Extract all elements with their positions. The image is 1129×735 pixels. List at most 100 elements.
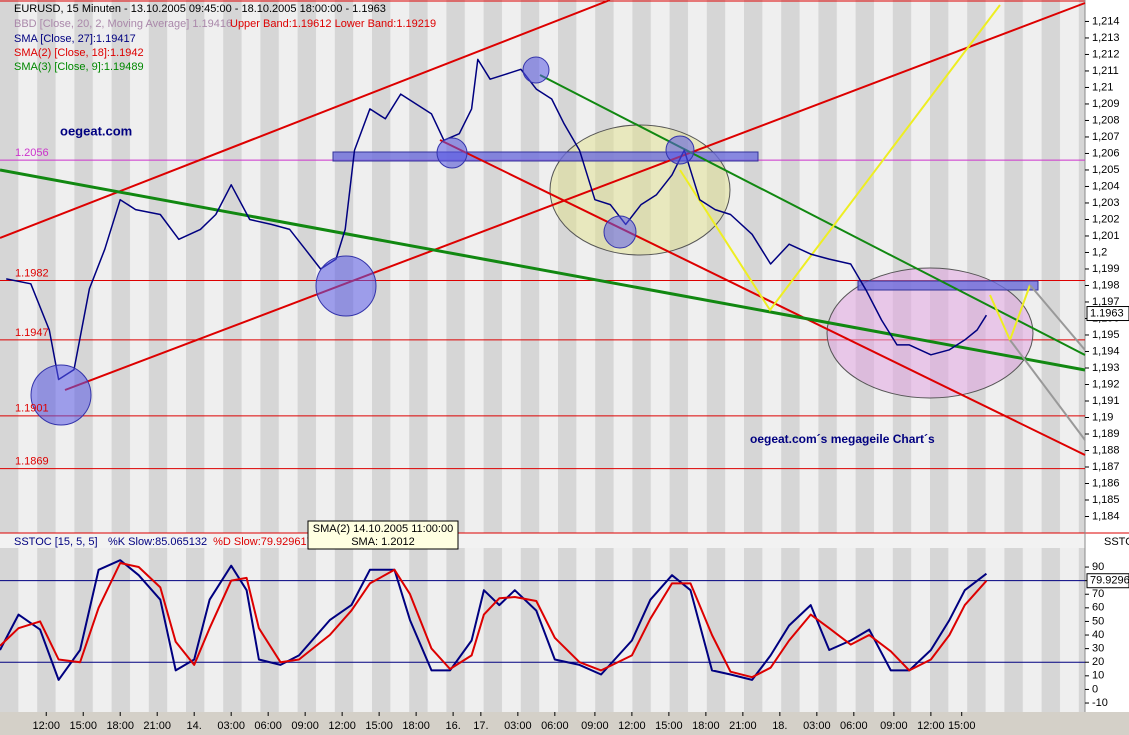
x-tick-label: 17. [473, 720, 488, 732]
time-axis [0, 712, 1129, 735]
x-tick-label: 15:00 [69, 720, 97, 732]
y-tick-label: 1,193 [1092, 362, 1120, 374]
x-tick-label: 15:00 [365, 720, 393, 732]
circles [30, 56, 695, 426]
y-tick-label: 1,211 [1092, 65, 1119, 77]
y-tick-label: 1,209 [1092, 98, 1120, 110]
panel-title: SSTOC [15, 5, 5] [14, 536, 98, 548]
last-value: 79.9296 [1090, 575, 1129, 587]
last-value: 1.1963 [1090, 307, 1124, 319]
y-tick-label: 10 [1092, 670, 1104, 682]
level-label: 1.1869 [15, 456, 49, 468]
circle [315, 255, 377, 317]
y-tick-label: 60 [1092, 602, 1104, 614]
axis-title: SSTOC [1104, 536, 1129, 548]
circle [436, 137, 468, 169]
x-tick-label: 03:00 [803, 720, 831, 732]
y-tick-label: 30 [1092, 643, 1104, 655]
y-tick-label: 1,205 [1092, 164, 1120, 176]
x-tick-label: 21:00 [729, 720, 757, 732]
y-tick-label: 1,202 [1092, 213, 1120, 225]
y-tick-label: 1,197 [1092, 296, 1120, 308]
circle [665, 135, 695, 165]
y-tick-label: 40 [1092, 629, 1104, 641]
legend-entry: SMA(3) [Close, 9]:1.19489 [14, 61, 144, 73]
tooltip-text: SMA: 1.2012 [351, 536, 415, 548]
y-tick-label: 1,187 [1092, 461, 1120, 473]
series-line [0, 559, 988, 681]
y-tick-label: 1,213 [1092, 32, 1120, 44]
value-axis [1085, 0, 1129, 735]
legend-entry: SMA [Close, 27]:1.19417 [14, 33, 136, 45]
trendline [64, 2, 1086, 391]
y-tick-label: 1,21 [1092, 81, 1113, 93]
legend-entry: BBD [Close, 20, 2, Moving Average] 1.194… [14, 18, 232, 30]
x-tick-label: 09:00 [581, 720, 609, 732]
y-tick-label: 90 [1092, 561, 1104, 573]
legend-entry: Upper Band:1.19612 Lower Band:1.19219 [230, 18, 436, 30]
tooltip-text: SMA(2) 14.10.2005 11:00:00 [313, 523, 453, 535]
y-tick-label: 1,191 [1092, 395, 1120, 407]
y-tick-label: 1,204 [1092, 180, 1120, 192]
x-tick-label: 18:00 [106, 720, 134, 732]
legend-entry: SMA(2) [Close, 18]:1.1942 [14, 47, 144, 59]
y-tick-label: 1,212 [1092, 48, 1120, 60]
projection [1009, 339, 1086, 441]
x-tick-label: 09:00 [291, 720, 319, 732]
y-tick-label: 1,184 [1092, 510, 1120, 522]
y-tick-label: 1,188 [1092, 444, 1120, 456]
projection [1029, 284, 1086, 351]
y-tick-label: 1,194 [1092, 345, 1120, 357]
x-tick-label: 18:00 [402, 720, 430, 732]
y-tick-label: 1,189 [1092, 428, 1120, 440]
legend-entry: %D Slow:79.929617 [213, 536, 313, 548]
y-tick-label: 1,2 [1092, 246, 1107, 258]
trendline [0, 0, 611, 239]
legend-entry: %K Slow:85.065132 [108, 536, 207, 548]
x-tick-label: 09:00 [880, 720, 908, 732]
trendline [0, 168, 1086, 372]
stoch-header [0, 533, 1085, 548]
x-tick-label: 16. [445, 720, 460, 732]
x-tick-label: 18:00 [692, 720, 720, 732]
x-tick-label: 12:00 [618, 720, 646, 732]
chart-title: EURUSD, 15 Minuten - 13.10.2005 09:45:00… [14, 3, 386, 15]
level-label: 1.1947 [15, 327, 49, 339]
level-label: 1.2056 [15, 147, 49, 159]
x-tick-label: 12:00 [328, 720, 356, 732]
x-tick-label: 06:00 [254, 720, 282, 732]
annotation: oegeat.com [60, 123, 132, 138]
x-tick-label: 18. [772, 720, 787, 732]
x-tick-label: 15:00 [948, 720, 976, 732]
y-tick-label: 70 [1092, 588, 1104, 600]
y-tick-label: 1,185 [1092, 494, 1120, 506]
circle [603, 215, 637, 249]
x-tick-label: 12:00 [917, 720, 945, 732]
x-tick-label: 14. [187, 720, 202, 732]
x-tick-label: 21:00 [143, 720, 171, 732]
series-line [6, 58, 988, 381]
circle [522, 56, 550, 84]
x-tick-label: 12:00 [32, 720, 60, 732]
y-tick-label: 1,195 [1092, 329, 1120, 341]
level-label: 1.1982 [15, 267, 49, 279]
y-tick-label: 1,201 [1092, 230, 1120, 242]
circle [30, 364, 92, 426]
projection [679, 4, 1001, 312]
price-panel [0, 0, 1085, 533]
y-tick-label: 1,208 [1092, 114, 1120, 126]
x-tick-label: 06:00 [541, 720, 569, 732]
stoch-panel [0, 548, 1085, 712]
zone [332, 151, 759, 162]
y-tick-label: -10 [1092, 697, 1108, 709]
y-tick-label: 50 [1092, 615, 1104, 627]
x-tick-label: 03:00 [217, 720, 245, 732]
y-tick-label: 1,206 [1092, 147, 1120, 159]
tooltip [307, 520, 459, 550]
ellipse [826, 267, 1034, 399]
last-value-box [1086, 306, 1129, 322]
y-tick-label: 20 [1092, 656, 1104, 668]
y-tick-label: 0 [1092, 683, 1098, 695]
x-tick-label: 15:00 [655, 720, 683, 732]
